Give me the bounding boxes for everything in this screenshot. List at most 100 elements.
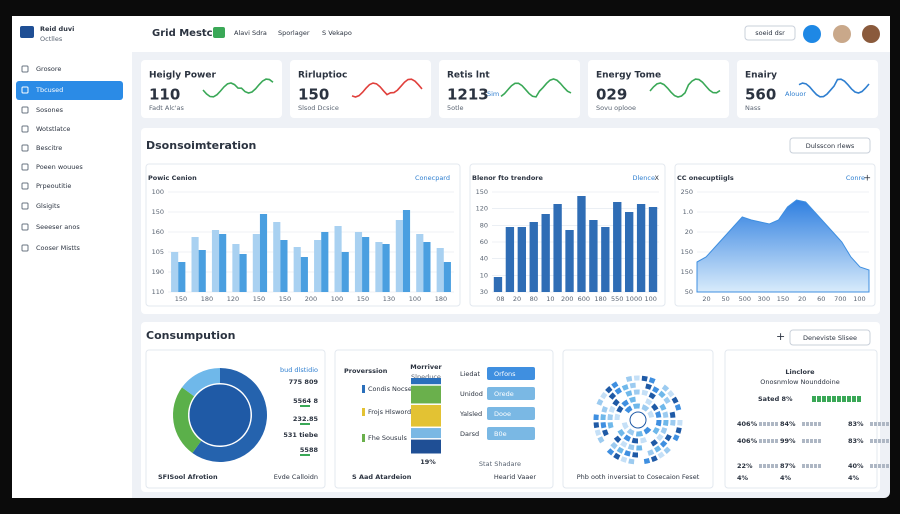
bar	[517, 227, 526, 292]
kpi-note: Sovu oplooe	[596, 104, 636, 112]
x-tick-label: 550	[611, 295, 623, 303]
dropdown[interactable]	[789, 329, 871, 346]
row-label: Unidod	[460, 390, 483, 398]
header-button[interactable]	[744, 25, 796, 41]
kpi-note: Nass	[745, 104, 761, 112]
chart-link[interactable]: Dlence	[632, 174, 655, 182]
nav-item[interactable]: Wotstlatce	[36, 125, 70, 133]
row-button[interactable]	[487, 367, 535, 380]
brand-sub: Octlles	[40, 35, 63, 43]
header-button-label[interactable]: soeid dsr	[755, 29, 785, 37]
legend-value: 232.85	[293, 415, 319, 423]
header-tab[interactable]: Alavi Sdra	[234, 29, 267, 37]
cell-bar	[775, 464, 778, 468]
card-link[interactable]: Evde Calloidn	[274, 473, 318, 481]
nav-item[interactable]: Cooser Mistts	[36, 244, 81, 252]
radial-segment	[625, 375, 633, 383]
row-button-label[interactable]: Orfons	[494, 370, 516, 378]
nav-item[interactable]: Sosones	[36, 106, 64, 114]
row-button-label[interactable]: Orede	[494, 390, 514, 398]
row-button-label[interactable]: Dooe	[494, 410, 511, 418]
bar	[601, 227, 610, 292]
radial-segment	[662, 419, 669, 427]
x-tick-label: 100	[409, 295, 421, 303]
dropdown-label[interactable]: Deneviste Slisee	[803, 334, 857, 342]
bar	[219, 234, 227, 292]
cell-bar	[818, 422, 821, 426]
dropdown[interactable]	[789, 137, 871, 154]
bar	[280, 240, 288, 292]
x-tick-label: 120	[227, 295, 239, 303]
close-button[interactable]: X	[655, 174, 660, 182]
radial-segment	[594, 429, 602, 437]
nav-item[interactable]: Tbcused	[35, 86, 63, 94]
radial-segment	[628, 458, 635, 465]
nav-item[interactable]: Grosore	[36, 65, 61, 73]
row-button-label[interactable]: B0e	[494, 430, 507, 438]
stack-segment	[411, 428, 441, 439]
x-tick-label: 150	[253, 295, 265, 303]
chart-link[interactable]: Conecpard	[415, 174, 450, 182]
cell-bar	[771, 422, 774, 426]
chart-link[interactable]: Conre	[846, 174, 865, 182]
nav-item[interactable]: Glsigits	[36, 202, 61, 210]
x-tick-label: 60	[817, 295, 825, 303]
progress-tick	[812, 396, 816, 402]
nav-item[interactable]: Bescitre	[36, 144, 62, 152]
nav-item[interactable]: Poeen wouues	[36, 163, 83, 171]
card-link[interactable]: Hearid Vaaer	[494, 473, 536, 481]
y-tick-label: 10	[480, 271, 488, 279]
radial-segment	[605, 386, 613, 394]
row-button[interactable]	[487, 427, 535, 440]
legend-value: 5588	[300, 446, 319, 454]
cell-bar	[814, 422, 817, 426]
x-tick-label: 100	[644, 295, 656, 303]
item-label: Frojs Hlsword	[368, 408, 411, 416]
radial-segment	[643, 457, 651, 465]
radial-segment	[650, 439, 658, 447]
nav-item[interactable]: Prpeoutitie	[36, 182, 71, 190]
y-tick-label: 40	[480, 255, 488, 263]
table-cell: 40%	[848, 462, 864, 470]
radial-segment	[661, 384, 670, 392]
cell-bar	[806, 422, 809, 426]
progress-tick	[842, 396, 846, 402]
card-title: Proverssion	[344, 367, 388, 375]
bar	[300, 257, 308, 292]
radial-segment	[667, 390, 675, 398]
radial-segment	[656, 433, 664, 442]
radial-segment	[640, 437, 647, 444]
bar	[334, 226, 342, 292]
cell-bar	[771, 464, 774, 468]
cell-bar	[775, 439, 778, 443]
nav-item[interactable]: Seeeser anos	[36, 223, 80, 231]
nav-icon	[21, 106, 29, 114]
y-tick-label: 1.0	[683, 208, 693, 216]
row-button[interactable]	[487, 407, 535, 420]
row-button[interactable]	[487, 387, 535, 400]
header-tab[interactable]: S Vekapo	[322, 29, 352, 37]
x-tick-label: 100	[853, 295, 865, 303]
radial-segment	[624, 405, 633, 414]
dropdown-label[interactable]: Dulsscon rlews	[806, 142, 855, 150]
table-cell: 22%	[737, 462, 753, 470]
radial-segment	[629, 382, 636, 389]
radial-segment	[648, 377, 656, 384]
notify-button[interactable]	[803, 25, 821, 43]
table-cell: 83%	[848, 420, 864, 428]
bar	[493, 277, 503, 292]
add-button[interactable]: +	[863, 174, 871, 184]
header-icon	[213, 27, 225, 38]
avatar[interactable]	[833, 25, 851, 43]
area	[696, 199, 870, 293]
radial-segment	[645, 383, 652, 390]
avatar[interactable]	[862, 25, 880, 43]
nav-icon	[21, 182, 29, 190]
radial-segment	[660, 427, 668, 435]
radial-segment	[657, 451, 665, 459]
donut-center	[188, 383, 252, 447]
header-tab[interactable]: Sporlager	[278, 29, 310, 37]
radial-segment	[600, 422, 607, 429]
donut-slice	[192, 368, 267, 462]
add-button[interactable]: +	[776, 330, 785, 343]
